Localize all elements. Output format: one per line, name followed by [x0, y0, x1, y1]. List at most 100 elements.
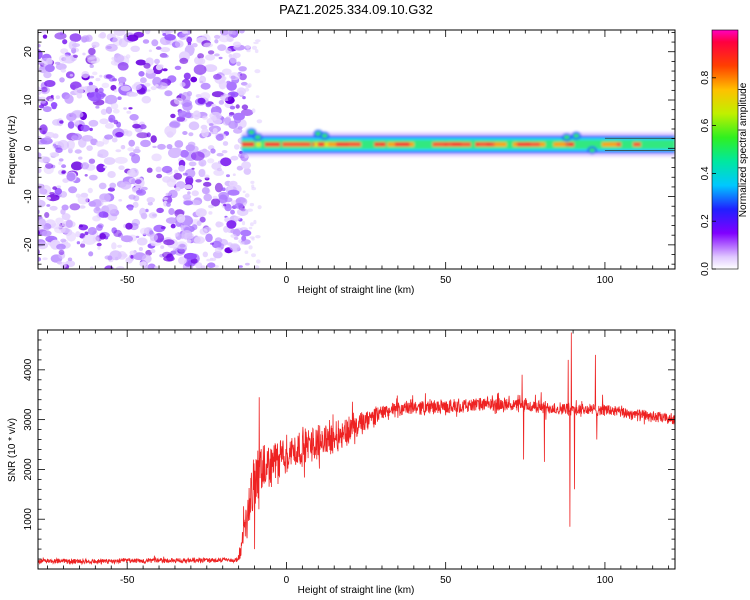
- noise-blob: [197, 97, 206, 105]
- noise-blob: [38, 86, 42, 96]
- noise-blob: [138, 71, 145, 77]
- noise-blob: [115, 266, 125, 269]
- noise-blob: [133, 31, 145, 38]
- noise-blob: [38, 241, 49, 250]
- noise-blob: [195, 179, 202, 183]
- spectrogram-frame: [37, 29, 676, 270]
- noise-blob: [184, 184, 193, 190]
- noise-blob: [126, 110, 132, 114]
- noise-blob: [117, 76, 127, 83]
- noise-blob: [178, 165, 186, 172]
- noise-blob: [105, 43, 118, 52]
- noise-blob: [151, 153, 162, 162]
- noise-blob: [199, 216, 206, 223]
- noise-blob: [155, 166, 162, 173]
- noise-blob: [59, 77, 65, 83]
- noise-blob: [230, 155, 239, 161]
- noise-blob: [185, 175, 194, 186]
- noise-blob: [230, 229, 238, 234]
- band-hot-segment: [256, 142, 261, 147]
- noise-blob: [155, 64, 163, 71]
- band-hot-segment: [457, 142, 472, 147]
- noise-blob: [38, 230, 41, 236]
- noise-blob: [143, 62, 151, 69]
- noise-blob: [214, 182, 223, 193]
- noise-blob: [38, 167, 42, 174]
- noise-blob: [243, 202, 247, 207]
- snr-x-tick-labels: -50 0 50 100: [120, 575, 614, 586]
- noise-blob: [38, 187, 46, 195]
- noise-blob: [230, 234, 237, 238]
- noise-blob: [145, 208, 149, 213]
- noise-blob: [245, 262, 250, 266]
- noise-blob: [43, 71, 52, 79]
- noise-blob: [251, 253, 256, 258]
- noise-blob: [105, 106, 113, 115]
- noise-blob: [229, 243, 240, 252]
- noise-blob: [52, 186, 58, 190]
- colorbar: 0.0 0.2 0.4 0.6 0.8 Normalized spectral ampl…: [700, 29, 749, 276]
- noise-blob: [92, 71, 98, 76]
- noise-blob: [87, 227, 97, 235]
- noise-blob: [152, 76, 162, 87]
- noise-blob: [170, 223, 176, 229]
- noise-blob: [163, 197, 169, 201]
- noise-blob: [62, 39, 68, 45]
- noise-blob: [96, 242, 102, 247]
- noise-blob: [218, 56, 223, 60]
- noise-blob: [206, 258, 211, 262]
- spectrogram-noise-blobs: [38, 30, 263, 269]
- band-hot-segment: [250, 142, 255, 147]
- noise-blob: [192, 110, 201, 120]
- noise-blob: [199, 75, 207, 84]
- noise-blob: [196, 209, 203, 213]
- noise-blob: [61, 164, 67, 169]
- noise-blob: [66, 112, 77, 122]
- noise-blob: [109, 250, 122, 261]
- noise-blob: [55, 217, 64, 224]
- noise-blob: [203, 174, 210, 179]
- noise-blob: [117, 62, 129, 71]
- noise-blob: [60, 208, 66, 215]
- noise-blob: [238, 119, 247, 128]
- noise-blob: [195, 262, 203, 269]
- noise-blob: [236, 61, 241, 67]
- noise-blob: [199, 228, 208, 235]
- noise-blob: [190, 199, 201, 206]
- noise-blob: [115, 131, 124, 138]
- noise-blob: [55, 63, 67, 71]
- band-bump-core: [315, 131, 322, 136]
- noise-blob: [49, 205, 58, 211]
- noise-blob: [248, 226, 253, 230]
- noise-blob: [131, 83, 142, 91]
- noise-blob: [89, 266, 94, 269]
- snr-ticks: [38, 329, 675, 570]
- noise-blob: [107, 187, 115, 192]
- noise-blob: [228, 113, 233, 117]
- band-hot-segment: [515, 142, 531, 147]
- colorbar-label: Normalized spectral amplitude: [738, 82, 749, 217]
- noise-blob: [170, 113, 176, 119]
- noise-blob: [176, 116, 186, 122]
- band-bump-core: [573, 133, 580, 138]
- noise-blob: [67, 257, 73, 262]
- noise-blob: [88, 119, 99, 127]
- noise-blob: [88, 174, 98, 181]
- noise-blob: [254, 49, 259, 54]
- noise-blob: [81, 71, 90, 79]
- noise-blob: [71, 161, 83, 171]
- noise-blob: [250, 180, 255, 184]
- noise-blob: [98, 87, 104, 94]
- noise-blob: [201, 127, 209, 138]
- noise-blob: [251, 184, 255, 189]
- noise-blob: [152, 213, 157, 217]
- noise-blob: [143, 265, 153, 269]
- noise-blob: [108, 114, 116, 123]
- noise-blob: [117, 96, 122, 100]
- noise-blob: [174, 232, 179, 237]
- noise-blob: [182, 131, 188, 135]
- noise-blob: [155, 84, 159, 87]
- noise-blob: [88, 81, 94, 86]
- noise-blob: [56, 243, 66, 250]
